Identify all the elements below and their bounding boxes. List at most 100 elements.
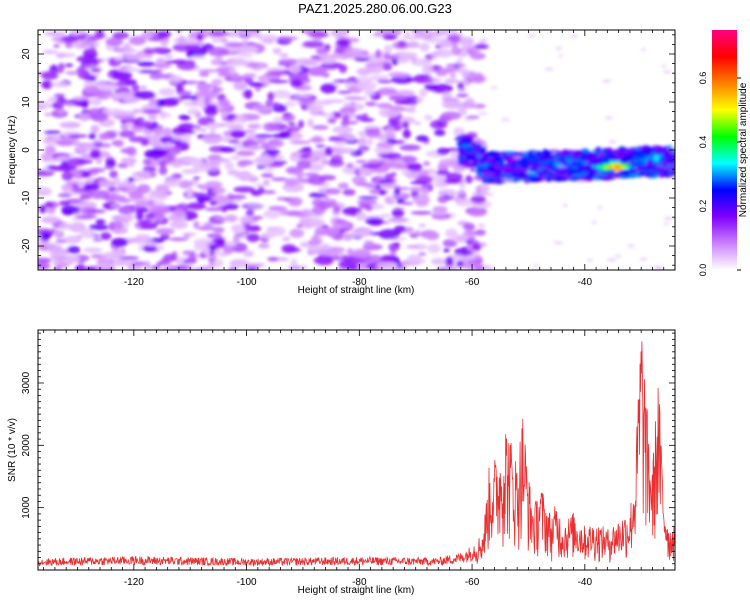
heat-cell (383, 52, 391, 60)
heat-cell (117, 162, 129, 169)
heat-cell (83, 247, 103, 253)
heat-cell (320, 251, 339, 257)
heat-cell (587, 258, 594, 262)
heat-cell (81, 64, 98, 68)
heat-cell (610, 164, 616, 168)
heat-cell (289, 140, 311, 145)
heat-cell (164, 54, 174, 59)
heat-cell (410, 58, 433, 66)
heat-cell (155, 99, 166, 108)
heat-cell (113, 228, 121, 235)
heat-cell (461, 153, 473, 156)
heat-cell (59, 222, 71, 230)
heat-cell (378, 189, 387, 196)
heat-cell (135, 211, 144, 221)
heat-cell (61, 205, 81, 215)
heat-cell (365, 61, 379, 69)
heat-cell (139, 85, 147, 90)
heat-cell (202, 135, 222, 144)
heat-cell (258, 243, 270, 249)
heat-cell (670, 170, 675, 176)
heat-cell (181, 168, 201, 175)
heat-cell (187, 253, 197, 264)
heat-cell (100, 252, 123, 260)
heat-cell (458, 36, 475, 46)
heat-cell (279, 36, 299, 41)
heat-cell (486, 153, 491, 157)
heat-cell (386, 152, 402, 160)
heat-cell (462, 103, 479, 109)
heat-cell (368, 135, 385, 139)
heat-cell (356, 81, 377, 91)
heat-cell (557, 165, 567, 169)
heat-cell (418, 252, 427, 257)
heat-cell (642, 155, 654, 159)
heat-cell (142, 158, 152, 166)
heat-cell (114, 187, 129, 191)
heat-cell (390, 172, 397, 177)
snr-x-tick-label: -120 (124, 577, 144, 588)
heat-cell (526, 156, 540, 161)
heat-cell (460, 143, 472, 148)
heat-cell (644, 167, 650, 171)
heat-cell (376, 79, 393, 84)
heat-cell (639, 257, 648, 261)
heat-cell (434, 49, 454, 58)
heat-cell (267, 79, 290, 84)
colorbar-gradient (712, 30, 737, 270)
heat-cell (391, 208, 405, 218)
heat-cell (521, 152, 530, 157)
heat-cell (213, 258, 224, 268)
heat-cell (206, 122, 219, 130)
heat-cell (223, 245, 235, 254)
snr-x-tick-label: -60 (465, 577, 480, 588)
heat-cell (50, 228, 57, 233)
heat-cell (117, 256, 139, 261)
heat-cell (83, 183, 101, 191)
heat-cell (163, 177, 182, 187)
heat-cell (302, 146, 312, 152)
heat-cell (39, 204, 47, 214)
heat-cell (567, 176, 580, 181)
spectrogram-x-tick-label: -80 (352, 277, 367, 288)
heat-cell (290, 258, 298, 268)
heat-cell (211, 37, 222, 43)
heat-cell (254, 134, 274, 139)
heat-cell (620, 159, 628, 164)
heat-cell (118, 66, 128, 70)
heat-cell (589, 160, 601, 165)
heat-cell (410, 180, 429, 185)
heat-cell (267, 70, 286, 76)
heat-cell (67, 134, 88, 138)
heat-cell (100, 232, 112, 241)
heat-cell (330, 254, 351, 261)
heat-cell (44, 201, 54, 208)
heat-cell (118, 205, 136, 215)
heat-cell (341, 114, 350, 122)
heat-cell (485, 158, 491, 161)
heat-cell (271, 133, 291, 139)
heat-cell (533, 171, 538, 177)
heat-cell (337, 251, 344, 258)
heat-cell (629, 165, 638, 170)
heat-cell (438, 158, 461, 167)
heat-cell (112, 31, 130, 40)
heat-cell (505, 162, 512, 165)
heat-cell (308, 66, 327, 76)
heat-cell (88, 224, 109, 231)
heat-cell (63, 235, 82, 244)
heat-cell (476, 184, 490, 193)
heat-cell (437, 39, 454, 48)
heat-cell (474, 255, 484, 265)
heat-cell (577, 180, 586, 184)
heat-cell (263, 209, 281, 219)
heat-cell (497, 163, 505, 167)
snr-series-line (38, 341, 675, 567)
heat-cell (513, 178, 520, 182)
heat-cell (250, 32, 263, 39)
heat-cell (65, 41, 73, 49)
heat-cell (401, 230, 421, 235)
spectrogram-y-tick-label: 0 (21, 147, 32, 153)
heat-cell (212, 186, 226, 195)
heat-cell (75, 264, 86, 270)
